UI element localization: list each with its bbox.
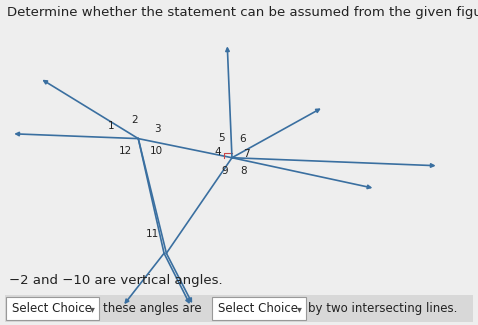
Text: 1: 1: [108, 121, 114, 131]
FancyBboxPatch shape: [212, 297, 305, 320]
Text: Determine whether the statement can be assumed from the given figure. Explain.: Determine whether the statement can be a…: [7, 6, 478, 20]
Text: 5: 5: [218, 133, 225, 143]
Text: 8: 8: [240, 166, 247, 176]
Text: 10: 10: [150, 146, 163, 156]
Text: ▾: ▾: [296, 304, 302, 314]
Text: 2: 2: [131, 115, 138, 125]
Text: Select Choice: Select Choice: [218, 302, 298, 315]
Text: 3: 3: [154, 124, 160, 134]
Text: these angles are: these angles are: [103, 302, 202, 315]
Text: 4: 4: [215, 147, 221, 157]
Text: Select Choice: Select Choice: [12, 302, 92, 315]
Text: 6: 6: [239, 134, 246, 144]
Text: 12: 12: [119, 146, 132, 156]
Text: by two intersecting lines.: by two intersecting lines.: [308, 302, 458, 315]
Text: 11: 11: [146, 229, 159, 239]
FancyBboxPatch shape: [6, 297, 99, 320]
Text: 7: 7: [243, 149, 250, 159]
FancyBboxPatch shape: [5, 295, 473, 322]
Text: ▾: ▾: [90, 304, 95, 314]
Text: −2 and −10 are vertical angles.: −2 and −10 are vertical angles.: [9, 274, 222, 287]
Text: 9: 9: [222, 166, 228, 176]
